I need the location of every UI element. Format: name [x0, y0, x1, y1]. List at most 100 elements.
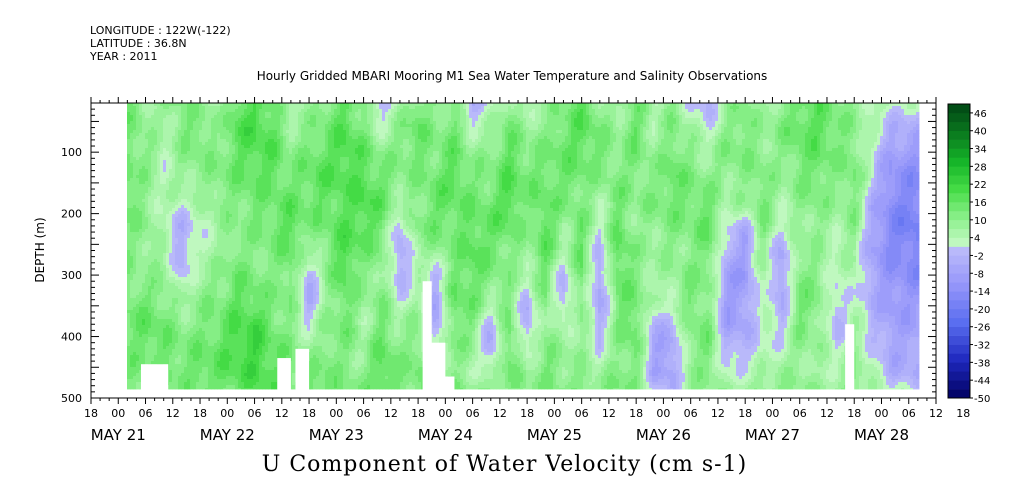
heat-cell [496, 151, 500, 155]
heat-cell [517, 121, 521, 125]
heat-cell [577, 133, 581, 137]
heat-cell [763, 154, 767, 158]
heat-cell [436, 106, 440, 110]
heat-cell [304, 121, 308, 125]
heat-cell [508, 142, 512, 146]
heat-cell [793, 148, 797, 152]
heat-cell [265, 112, 269, 116]
heat-cell [442, 103, 446, 107]
heat-cell [289, 148, 293, 152]
heat-cell [385, 127, 389, 131]
heat-cell [724, 130, 728, 134]
heat-cell [361, 130, 365, 134]
heat-cell [790, 154, 794, 158]
heat-cell [520, 121, 524, 125]
heat-cell [718, 112, 722, 116]
heat-cell [289, 118, 293, 122]
heat-cell [337, 142, 341, 146]
heat-cell [589, 130, 593, 134]
heat-cell [196, 121, 200, 125]
heat-cell [337, 145, 341, 149]
heat-cell [595, 154, 599, 158]
heat-cell [265, 106, 269, 110]
heat-cell [280, 139, 284, 143]
heat-cell [844, 106, 848, 110]
heat-cell [835, 139, 839, 143]
heat-cell [547, 127, 551, 131]
heat-cell [283, 115, 287, 119]
heat-cell [472, 106, 476, 110]
heat-cell [262, 145, 266, 149]
heat-cell [484, 133, 488, 137]
heat-cell [232, 151, 236, 155]
heat-cell [409, 118, 413, 122]
heat-cell [820, 130, 824, 134]
heat-cell [343, 103, 347, 107]
heat-cell [193, 142, 197, 146]
heat-cell [187, 118, 191, 122]
heat-cell [403, 115, 407, 119]
heat-cell [259, 154, 263, 158]
heat-cell [127, 127, 131, 131]
heat-cell [553, 139, 557, 143]
heat-cell [370, 136, 374, 140]
heat-cell [301, 136, 305, 140]
heat-cell [181, 127, 185, 131]
heat-cell [487, 133, 491, 137]
heat-cell [655, 142, 659, 146]
heat-cell [466, 151, 470, 155]
heat-cell [787, 121, 791, 125]
heat-cell [445, 139, 449, 143]
heat-cell [553, 121, 557, 125]
heat-cell [142, 157, 146, 161]
heat-cell [259, 157, 263, 161]
heat-cell [850, 121, 854, 125]
heat-cell [493, 124, 497, 128]
heat-cell [508, 121, 512, 125]
heat-cell [145, 142, 149, 146]
heat-cell [382, 130, 386, 134]
heat-cell [622, 115, 626, 119]
heat-cell [388, 118, 392, 122]
heat-cell [613, 103, 617, 107]
heat-cell [547, 109, 551, 113]
heat-cell [706, 121, 710, 125]
heat-cell [754, 109, 758, 113]
heat-cell [247, 121, 251, 125]
heat-cell [163, 124, 167, 128]
heat-cell [889, 139, 893, 143]
heat-cell [655, 124, 659, 128]
heat-cell [772, 142, 776, 146]
heat-cell [460, 154, 464, 158]
heat-cell [283, 112, 287, 116]
heat-cell [253, 130, 257, 134]
heat-cell [817, 106, 821, 110]
heat-cell [277, 130, 281, 134]
heat-cell [151, 109, 155, 113]
heat-cell [304, 112, 308, 116]
heat-cell [718, 136, 722, 140]
heat-cell [343, 115, 347, 119]
heat-cell [679, 124, 683, 128]
heat-cell [541, 133, 545, 137]
heat-cell [781, 142, 785, 146]
heat-cell [769, 148, 773, 152]
heat-cell [565, 151, 569, 155]
heat-cell [292, 121, 296, 125]
heat-cell [874, 115, 878, 119]
heat-cell [460, 112, 464, 116]
heat-cell [277, 124, 281, 128]
heat-cell [448, 124, 452, 128]
heat-cell [718, 157, 722, 161]
heat-cell [148, 127, 152, 131]
heat-cell [703, 106, 707, 110]
heat-cell [355, 103, 359, 107]
heat-cell [502, 151, 506, 155]
heat-cell [343, 145, 347, 149]
heat-cell [145, 148, 149, 152]
heat-cell [700, 157, 704, 161]
heat-cell [571, 142, 575, 146]
heat-cell [598, 136, 602, 140]
heat-cell [277, 145, 281, 149]
heat-cell [544, 118, 548, 122]
